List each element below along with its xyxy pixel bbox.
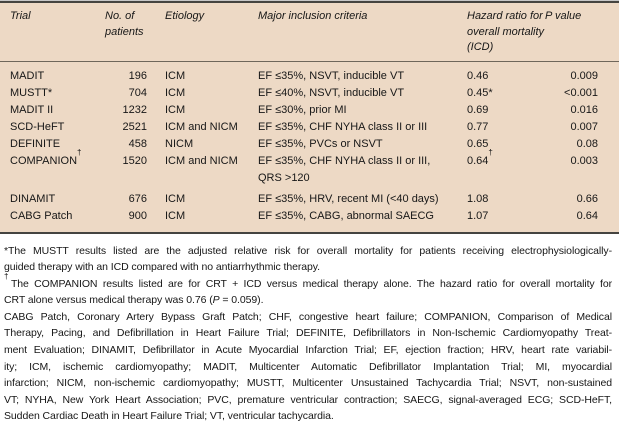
cell-trial: DEFINITE [0, 136, 103, 153]
cell-p-value: 0.66 [545, 187, 619, 208]
footnote-line: CRT alone versus medical therapy was 0.7… [4, 292, 612, 309]
cell-p-value: 0.009 [545, 61, 619, 85]
col-header-patients: No. of patients [103, 3, 150, 61]
cell-criteria: EF ≤30%, prior MI [258, 102, 467, 119]
cell-hazard-ratio: 0.46 [467, 61, 545, 85]
footnote-line: ment Evaluation; DINAMIT, Defibrillator … [4, 342, 612, 359]
dagger-superscript: † [4, 272, 11, 281]
cell-trial: MUSTT* [0, 85, 103, 102]
cell-trial: MADIT [0, 61, 103, 85]
cell-patients: 196 [103, 61, 150, 85]
dagger-superscript: † [77, 148, 81, 157]
col-header-etiology: Etiology [150, 3, 258, 61]
cell-etiology: ICM [150, 61, 258, 85]
cell-etiology: ICM and NICM [150, 119, 258, 136]
cell-etiology: ICM and NICM [150, 153, 258, 187]
cell-trial: COMPANION† [0, 153, 103, 187]
cell-patients: 2521 [103, 119, 150, 136]
cell-etiology: NICM [150, 136, 258, 153]
col-header-trial: Trial [0, 3, 103, 61]
cell-patients: 1232 [103, 102, 150, 119]
footnote-line: Therapy, Pacing, and Defibrillation in H… [4, 325, 612, 342]
footnote-line: †The COMPANION results listed are for CR… [4, 276, 612, 293]
cell-hazard-ratio: 1.07 [467, 208, 545, 232]
cell-patients: 1520 [103, 153, 150, 187]
footnote-line: infarction; NICM, non-ischemic cardiomyo… [4, 375, 612, 392]
cell-trial: DINAMIT [0, 187, 103, 208]
cell-hazard-ratio: 0.65 [467, 136, 545, 153]
col-header-hazard-ratio: Hazard ratio for overall mortality (ICD) [467, 3, 545, 61]
footnote-line: *The MUSTT results listed are the adjust… [4, 243, 612, 260]
cell-etiology: ICM [150, 208, 258, 232]
cell-trial: SCD-HeFT [0, 119, 103, 136]
cell-p-value: 0.08 [545, 136, 619, 153]
cell-patients: 458 [103, 136, 150, 153]
cell-p-value: 0.016 [545, 102, 619, 119]
col-header-p-value: P value [545, 3, 619, 61]
cell-hazard-ratio: 0.77 [467, 119, 545, 136]
header-row: Trial No. of patients Etiology Major inc… [0, 3, 619, 61]
footnote-companion: †The COMPANION results listed are for CR… [4, 276, 612, 309]
dagger-superscript: † [488, 148, 492, 157]
cell-trial: MADIT II [0, 102, 103, 119]
footnote-line: ity; ICM, ischemic cardiomyopathy; MADIT… [4, 359, 612, 376]
cell-patients: 704 [103, 85, 150, 102]
cell-hazard-ratio: 1.08 [467, 187, 545, 208]
cell-trial: CABG Patch [0, 208, 103, 232]
cell-p-value: 0.007 [545, 119, 619, 136]
trials-table-panel: Trial No. of patients Etiology Major inc… [0, 1, 619, 234]
trials-table: Trial No. of patients Etiology Major inc… [0, 3, 619, 232]
footnote-line: CABG Patch, Coronary Artery Bypass Graft… [4, 309, 612, 326]
cell-p-value: <0.001 [545, 85, 619, 102]
cell-criteria: EF ≤40%, NSVT, inducible VT [258, 85, 467, 102]
cell-hazard-ratio: 0.45* [467, 85, 545, 102]
col-header-criteria: Major inclusion criteria [258, 3, 467, 61]
cell-hazard-ratio: 0.69 [467, 102, 545, 119]
cell-etiology: ICM [150, 85, 258, 102]
abbreviations-note: CABG Patch, Coronary Artery Bypass Graft… [4, 309, 612, 425]
italic-p: P [213, 294, 220, 306]
footnotes-section: *The MUSTT results listed are the adjust… [0, 234, 619, 425]
cell-criteria: EF ≤35%, CHF NYHA class II or III [258, 119, 467, 136]
cell-etiology: ICM [150, 102, 258, 119]
cell-criteria: EF ≤35%, HRV, recent MI (<40 days) [258, 187, 467, 208]
cell-etiology: ICM [150, 187, 258, 208]
cell-p-value: 0.003 [545, 153, 619, 187]
cell-criteria: EF ≤35%, CABG, abnormal SAECG [258, 208, 467, 232]
footnote-mustt: *The MUSTT results listed are the adjust… [4, 243, 612, 276]
footnote-line: VT; NYHA, New York Heart Association; PV… [4, 392, 612, 409]
cell-criteria: EF ≤35%, PVCs or NSVT [258, 136, 467, 153]
cell-criteria: EF ≤35%, CHF NYHA class II or III, QRS >… [258, 153, 467, 187]
cell-p-value: 0.64 [545, 208, 619, 232]
cell-criteria: EF ≤35%, NSVT, inducible VT [258, 61, 467, 85]
cell-hazard-ratio: 0.64† [467, 153, 545, 187]
cell-patients: 676 [103, 187, 150, 208]
footnote-line: guided therapy with an ICD compared with… [4, 259, 612, 276]
cell-patients: 900 [103, 208, 150, 232]
